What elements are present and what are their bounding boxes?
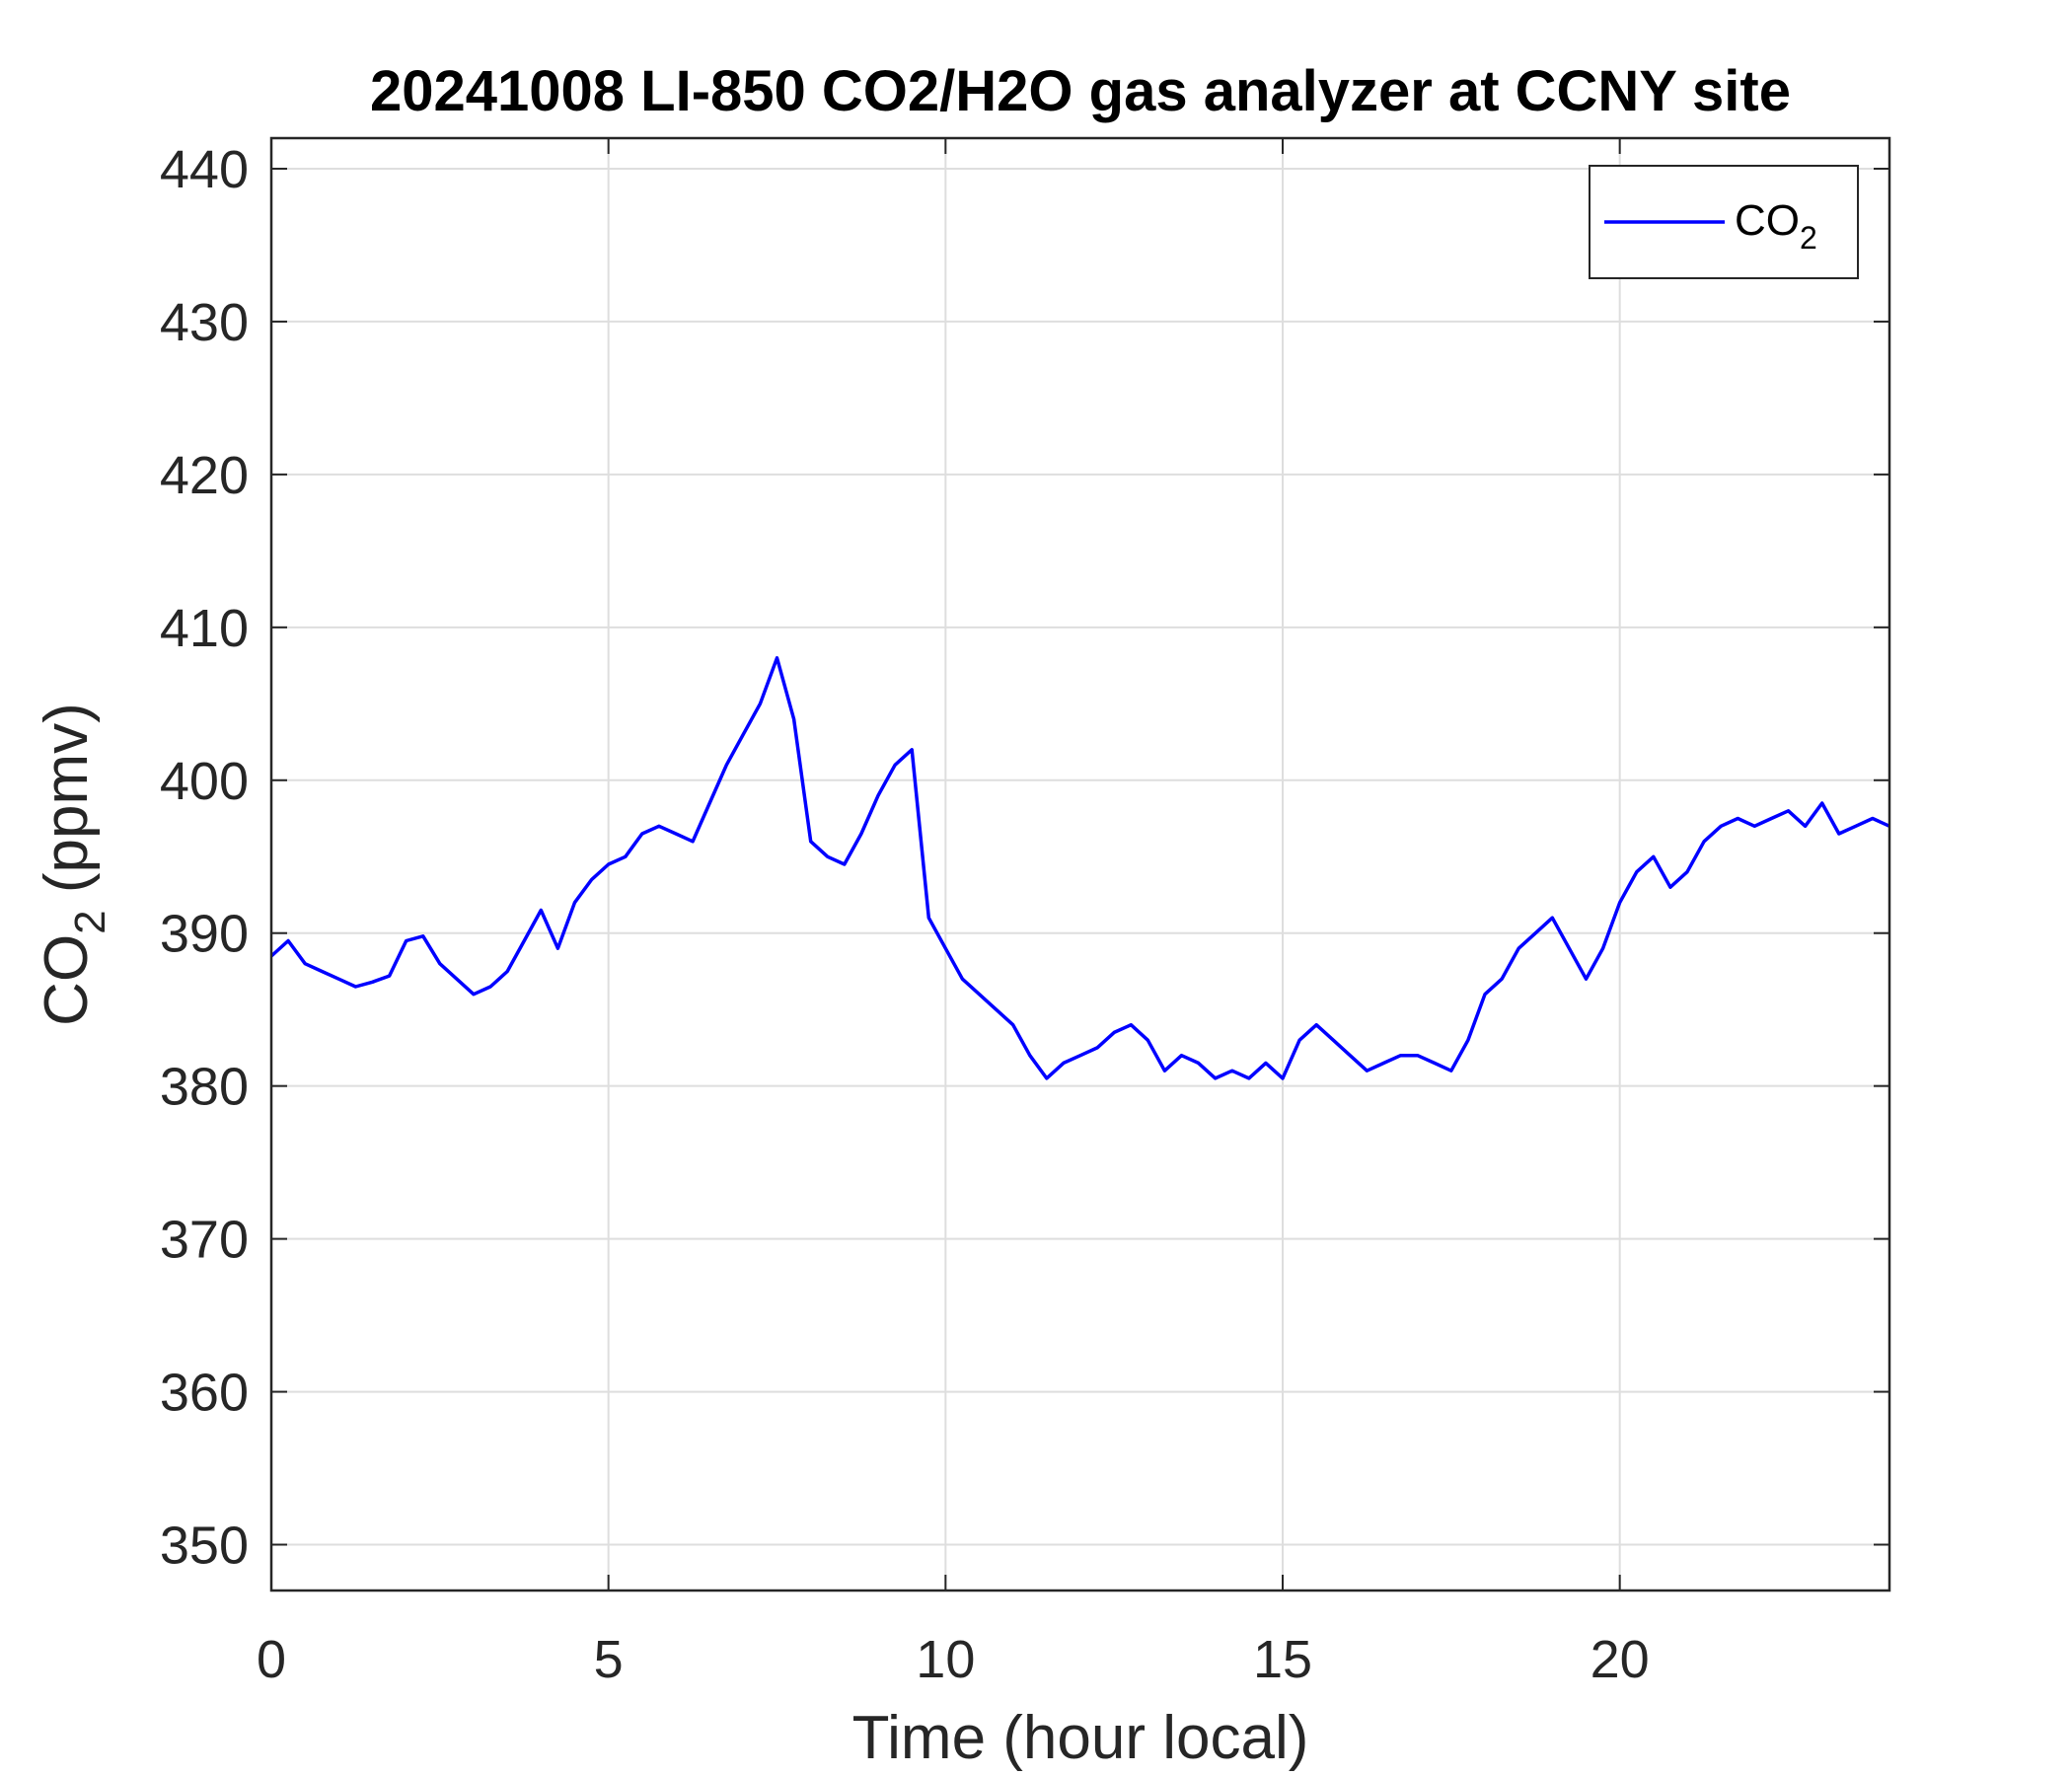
series-layer: [269, 656, 1890, 1080]
x-tick-label: 15: [1253, 1630, 1312, 1689]
y-tick-label: 350: [160, 1517, 249, 1576]
x-tick-label: 10: [916, 1630, 975, 1689]
y-tick-label: 380: [160, 1058, 249, 1117]
x-tick-labels: 0 5 10 15 20: [257, 1630, 1650, 1689]
grid-lines: [270, 138, 1889, 1591]
legend: CO2: [1589, 165, 1859, 279]
y-tick-label: 360: [160, 1364, 249, 1423]
chart-title: 20241008 LI-850 CO2/H2O gas analyzer at …: [370, 59, 1791, 123]
y-tick-label: 430: [160, 293, 249, 352]
x-tick-label: 20: [1591, 1630, 1650, 1689]
y-axis-label-main: CO: [33, 934, 101, 1026]
series-line-co2: [269, 656, 1890, 1080]
y-tick-label: 440: [160, 140, 249, 199]
x-axis-label: Time (hour local): [852, 1704, 1309, 1772]
legend-entry: CO2: [1735, 196, 1817, 256]
x-tick-label: 5: [594, 1630, 624, 1689]
y-axis-label-units: (ppmv): [33, 703, 101, 910]
y-tick-label: 370: [160, 1211, 249, 1270]
legend-label-subscript: 2: [1800, 220, 1817, 256]
legend-label-main: CO: [1735, 196, 1800, 245]
x-tick-label: 0: [257, 1630, 286, 1689]
axis-ticks: [270, 138, 1889, 1591]
plot-area-frame: [269, 136, 1891, 1592]
y-axis-label-subscript: 2: [66, 910, 114, 933]
y-tick-label: 390: [160, 905, 249, 964]
y-axis-label: CO2 (ppmv): [33, 703, 114, 1026]
y-tick-label: 410: [160, 599, 249, 658]
y-tick-label: 420: [160, 446, 249, 505]
y-tick-labels: 350 360 370 380 390 400 410 420 430 440: [160, 140, 249, 1576]
y-tick-label: 400: [160, 752, 249, 811]
